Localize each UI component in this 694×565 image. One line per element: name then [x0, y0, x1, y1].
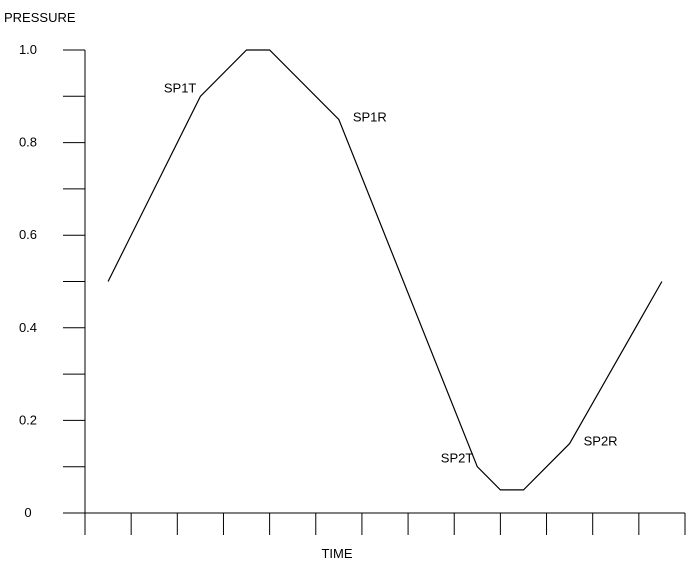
series-group — [107, 49, 663, 491]
y-tick-label: 0.8 — [19, 135, 37, 150]
y-axis-label: PRESSURE — [4, 10, 76, 25]
y-tick-label: 0.6 — [19, 227, 37, 242]
pressure-line — [107, 49, 663, 491]
y-tick-label: 1.0 — [19, 42, 37, 57]
annotation-label: SP2R — [584, 434, 618, 449]
axes: 0 0.2 0.4 0.6 0.8 1.0 — [19, 42, 686, 535]
annotations-group: SP1T SP1R SP2T SP2R — [164, 80, 618, 465]
annotation-label: SP2T — [441, 451, 474, 466]
y-tick-label: 0.4 — [19, 320, 37, 335]
x-axis-label: TIME — [321, 546, 352, 561]
annotation-label: SP1R — [353, 109, 387, 124]
y-tick-label: 0 — [24, 505, 31, 520]
y-tick-label: 0.2 — [19, 412, 37, 427]
annotation-label: SP1T — [164, 80, 197, 95]
